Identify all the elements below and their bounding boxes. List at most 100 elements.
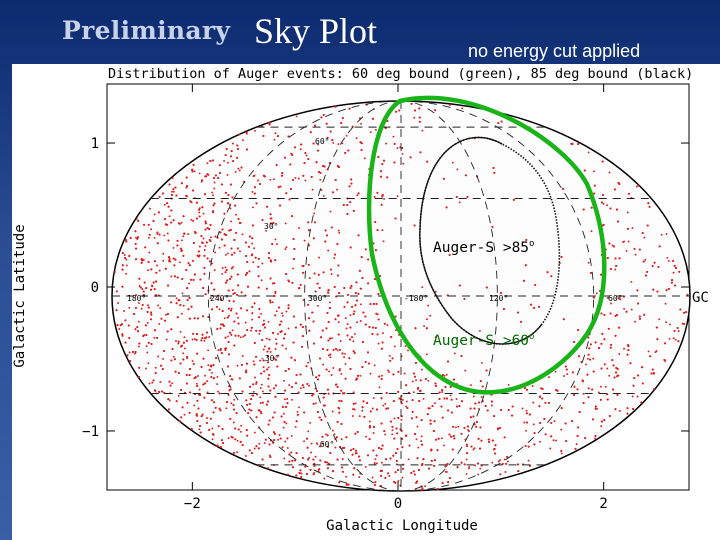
event-point: [251, 242, 254, 245]
event-point: [158, 322, 161, 325]
event-point: [338, 231, 341, 234]
event-point: [351, 336, 353, 339]
event-point: [134, 352, 136, 355]
event-point: [647, 350, 650, 353]
event-point: [148, 382, 151, 385]
event-point: [150, 228, 153, 231]
event-point: [261, 262, 264, 265]
event-point: [587, 261, 590, 264]
event-point: [356, 321, 358, 324]
event-point: [472, 448, 475, 451]
event-point: [140, 307, 143, 310]
event-point: [644, 258, 647, 261]
event-point: [376, 313, 379, 316]
event-point: [208, 336, 211, 338]
event-point: [198, 211, 201, 214]
event-point: [449, 394, 452, 397]
event-point: [267, 467, 270, 470]
event-point: [236, 451, 239, 454]
event-point: [166, 232, 169, 235]
event-point: [262, 390, 264, 393]
event-point: [191, 338, 194, 341]
event-point: [271, 301, 274, 304]
event-point: [242, 139, 244, 142]
event-point: [340, 438, 343, 441]
event-point: [378, 386, 381, 389]
event-point: [497, 460, 500, 463]
event-point: [153, 336, 156, 339]
event-point: [521, 407, 524, 410]
event-point: [353, 332, 356, 335]
event-point: [586, 357, 589, 360]
title-prefix: Preliminary: [62, 16, 231, 45]
event-point: [308, 277, 311, 280]
event-point: [216, 383, 219, 386]
event-point: [274, 348, 277, 350]
event-point: [277, 438, 280, 441]
event-point: [263, 442, 266, 445]
event-point: [177, 394, 180, 397]
event-point: [630, 280, 633, 283]
event-dots: [113, 102, 689, 492]
event-point: [224, 253, 227, 256]
event-point: [373, 364, 376, 367]
event-point: [329, 301, 331, 304]
event-point: [237, 316, 240, 319]
event-point: [149, 207, 151, 210]
event-point: [582, 392, 585, 395]
event-point: [443, 374, 446, 377]
event-point: [137, 345, 140, 348]
event-point: [296, 410, 299, 413]
event-point: [345, 475, 348, 478]
event-point: [307, 430, 310, 433]
event-point: [254, 376, 256, 379]
event-point: [334, 446, 337, 449]
event-point: [277, 354, 280, 357]
event-point: [385, 142, 388, 145]
event-point: [360, 122, 363, 125]
event-point: [123, 310, 126, 312]
event-point: [207, 349, 210, 352]
event-point: [635, 185, 638, 188]
event-point: [359, 374, 362, 377]
event-point: [291, 398, 293, 401]
event-point: [660, 233, 663, 236]
event-point: [207, 364, 210, 367]
event-point: [113, 270, 116, 273]
event-point: [359, 303, 362, 306]
event-point: [172, 246, 175, 249]
event-point: [393, 417, 396, 420]
event-point: [198, 428, 201, 431]
event-point: [295, 115, 298, 118]
event-point: [391, 429, 394, 432]
event-point: [188, 282, 191, 285]
event-point: [206, 162, 209, 165]
event-point: [251, 394, 254, 397]
event-point: [525, 409, 528, 412]
event-point: [202, 237, 205, 240]
event-point: [426, 318, 428, 321]
event-point: [333, 433, 336, 436]
event-point: [313, 465, 316, 468]
event-point: [163, 234, 166, 237]
event-point: [230, 220, 233, 223]
event-point: [257, 179, 259, 182]
event-point: [148, 251, 151, 254]
event-point: [288, 384, 291, 387]
event-point: [336, 188, 339, 191]
event-point: [259, 387, 262, 389]
event-point: [355, 137, 358, 140]
event-point: [156, 264, 158, 267]
event-point: [303, 239, 306, 242]
event-point: [216, 375, 219, 378]
event-point: [665, 321, 668, 324]
event-point: [218, 308, 221, 311]
event-point: [231, 289, 234, 292]
event-point: [221, 272, 224, 275]
event-point: [563, 375, 566, 377]
event-point: [405, 400, 408, 403]
event-point: [600, 425, 603, 428]
event-point: [232, 421, 235, 424]
event-point: [181, 292, 184, 295]
event-point: [503, 458, 506, 461]
